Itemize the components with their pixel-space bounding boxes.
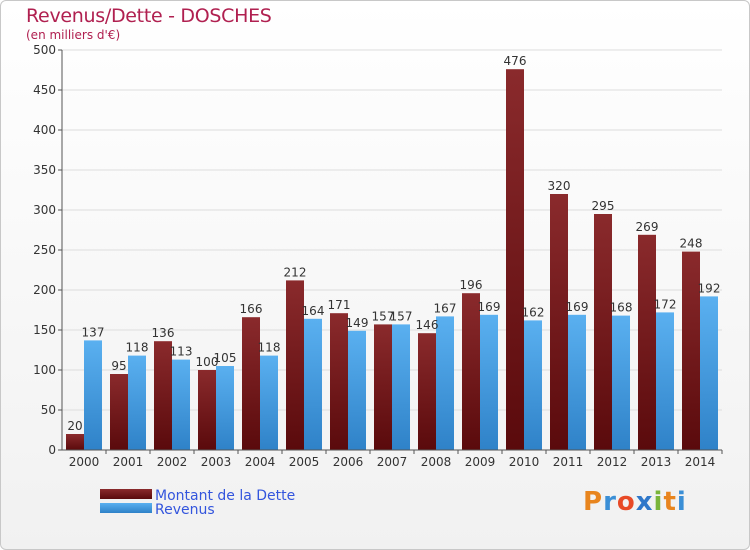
- bar-revenus: [612, 315, 630, 450]
- bar-dette: [638, 234, 656, 450]
- y-tick-label: 150: [33, 323, 56, 337]
- bar-dette: [506, 69, 524, 450]
- data-label: 137: [82, 325, 105, 339]
- x-tick-label: 2004: [245, 455, 276, 469]
- bar-dette: [682, 251, 700, 450]
- x-tick-label: 2003: [201, 455, 232, 469]
- bar-revenus: [84, 340, 102, 450]
- bar-revenus: [172, 359, 190, 450]
- chart-subtitle: (en milliers d'€): [26, 28, 121, 42]
- bar-revenus: [568, 314, 586, 450]
- data-label: 196: [460, 278, 483, 292]
- data-label: 171: [328, 298, 351, 312]
- data-label: 157: [372, 309, 395, 323]
- bar-dette: [550, 194, 568, 450]
- data-label: 172: [654, 297, 677, 311]
- data-label: 162: [522, 305, 545, 319]
- bar-dette: [374, 324, 392, 450]
- bar-revenus: [128, 355, 146, 450]
- data-label: 164: [302, 304, 325, 318]
- x-tick-label: 2014: [685, 455, 716, 469]
- x-tick-label: 2001: [113, 455, 144, 469]
- bar-revenus: [392, 324, 410, 450]
- data-label: 95: [111, 359, 126, 373]
- bar-revenus: [524, 320, 542, 450]
- y-tick-label: 250: [33, 243, 56, 257]
- legend-label: Montant de la Dette: [155, 488, 295, 504]
- data-label: 166: [240, 302, 263, 316]
- data-label: 100: [196, 355, 219, 369]
- chart-title: Revenus/Dette - DOSCHES: [26, 5, 272, 27]
- proxiti-logo: Proxiti: [583, 487, 687, 517]
- data-label: 248: [680, 237, 703, 251]
- bar-revenus: [700, 296, 718, 450]
- data-label: 192: [698, 281, 721, 295]
- data-label: 212: [284, 265, 307, 279]
- data-label: 269: [636, 220, 659, 234]
- bar-dette: [198, 370, 216, 450]
- bar-revenus: [480, 314, 498, 450]
- y-tick-label: 50: [41, 403, 56, 417]
- x-tick-label: 2005: [289, 455, 320, 469]
- bar-dette: [66, 434, 84, 450]
- data-label: 113: [170, 345, 193, 359]
- bar-revenus: [216, 366, 234, 450]
- x-tick-label: 2000: [69, 455, 100, 469]
- x-tick-label: 2002: [157, 455, 188, 469]
- bar-revenus: [260, 355, 278, 450]
- bar-dette: [154, 341, 172, 450]
- data-label: 476: [504, 54, 527, 68]
- bar-dette: [418, 333, 436, 450]
- y-tick-label: 100: [33, 363, 56, 377]
- x-tick-label: 2012: [597, 455, 628, 469]
- y-tick-label: 500: [33, 43, 56, 57]
- x-tick-label: 2011: [553, 455, 584, 469]
- y-tick-label: 200: [33, 283, 56, 297]
- y-tick-label: 300: [33, 203, 56, 217]
- bar-revenus: [656, 312, 674, 450]
- data-label: 146: [416, 318, 439, 332]
- x-tick-label: 2006: [333, 455, 364, 469]
- data-label: 118: [258, 341, 281, 355]
- bar-dette: [330, 313, 348, 450]
- data-label: 157: [390, 309, 413, 323]
- legend-label: Revenus: [155, 502, 215, 518]
- data-label: 136: [152, 326, 175, 340]
- bar-dette: [110, 374, 128, 450]
- data-label: 295: [592, 199, 615, 213]
- bar-revenus: [304, 318, 322, 450]
- data-label: 118: [126, 341, 149, 355]
- x-tick-label: 2007: [377, 455, 408, 469]
- y-tick-label: 400: [33, 123, 56, 137]
- bar-dette: [286, 280, 304, 450]
- data-label: 169: [566, 300, 589, 314]
- bar-dette: [242, 317, 260, 450]
- legend-swatch: [100, 503, 152, 513]
- x-tick-label: 2008: [421, 455, 452, 469]
- data-label: 167: [434, 301, 457, 315]
- data-label: 20: [67, 419, 82, 433]
- data-label: 105: [214, 351, 237, 365]
- y-tick-label: 0: [48, 443, 56, 457]
- y-tick-label: 450: [33, 83, 56, 97]
- data-label: 149: [346, 316, 369, 330]
- x-tick-label: 2010: [509, 455, 540, 469]
- bar-dette: [462, 293, 480, 450]
- bar-revenus: [348, 330, 366, 450]
- data-label: 168: [610, 301, 633, 315]
- bar-dette: [594, 214, 612, 450]
- data-label: 169: [478, 300, 501, 314]
- legend-swatch: [100, 489, 152, 499]
- y-tick-label: 350: [33, 163, 56, 177]
- data-label: 320: [548, 179, 571, 193]
- bar-revenus: [436, 316, 454, 450]
- x-tick-label: 2013: [641, 455, 672, 469]
- x-tick-label: 2009: [465, 455, 496, 469]
